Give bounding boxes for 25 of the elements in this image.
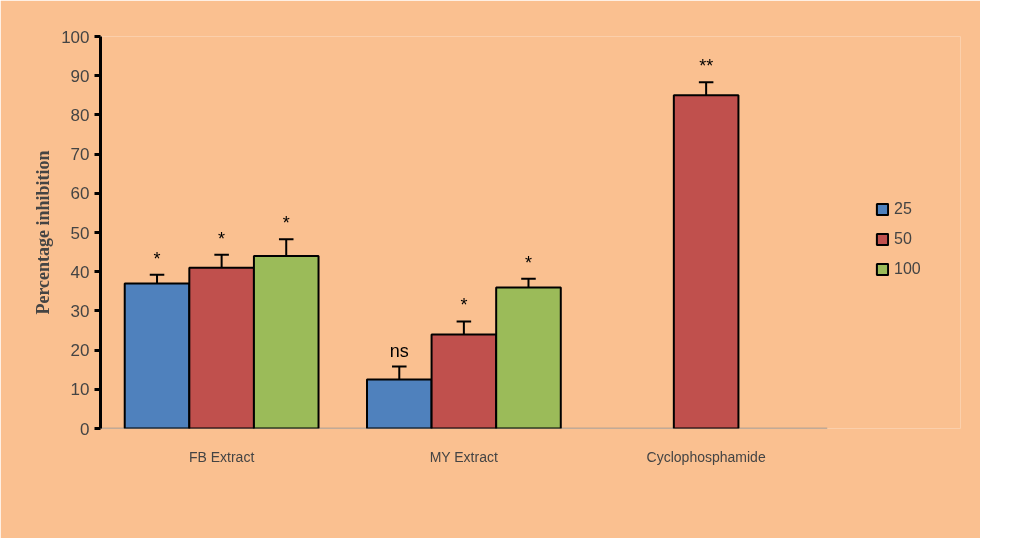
data-label: *	[153, 248, 161, 269]
y-tick-label: 40	[70, 262, 90, 282]
y-tick-label: 50	[70, 223, 90, 243]
x-tick-label: MY Extract	[429, 448, 498, 465]
y-tick-label: 20	[70, 341, 90, 361]
data-label: **	[699, 56, 714, 77]
data-label: *	[460, 295, 468, 316]
y-tick-label: 60	[70, 184, 90, 204]
y-tick-label: 30	[70, 301, 90, 321]
x-tick-label: Cyclophosphamide	[646, 448, 766, 465]
x-tick-label: FB Extract	[188, 448, 255, 465]
y-tick-label: 80	[70, 105, 90, 125]
data-label: *	[282, 213, 290, 234]
y-tick-label: 10	[70, 380, 90, 400]
legend-label: 25	[894, 200, 913, 218]
data-label: ns	[389, 340, 409, 361]
data-label: *	[524, 252, 532, 273]
data-label: *	[218, 228, 226, 249]
y-tick-label: 100	[61, 27, 90, 47]
legend-label: 50	[894, 230, 913, 248]
y-tick-label: 70	[70, 145, 90, 165]
y-axis-title: Percentage inhibition	[33, 150, 54, 315]
legend-label: 100	[894, 260, 921, 278]
y-tick-label: 90	[70, 66, 90, 86]
y-tick-label: 0	[80, 419, 90, 439]
